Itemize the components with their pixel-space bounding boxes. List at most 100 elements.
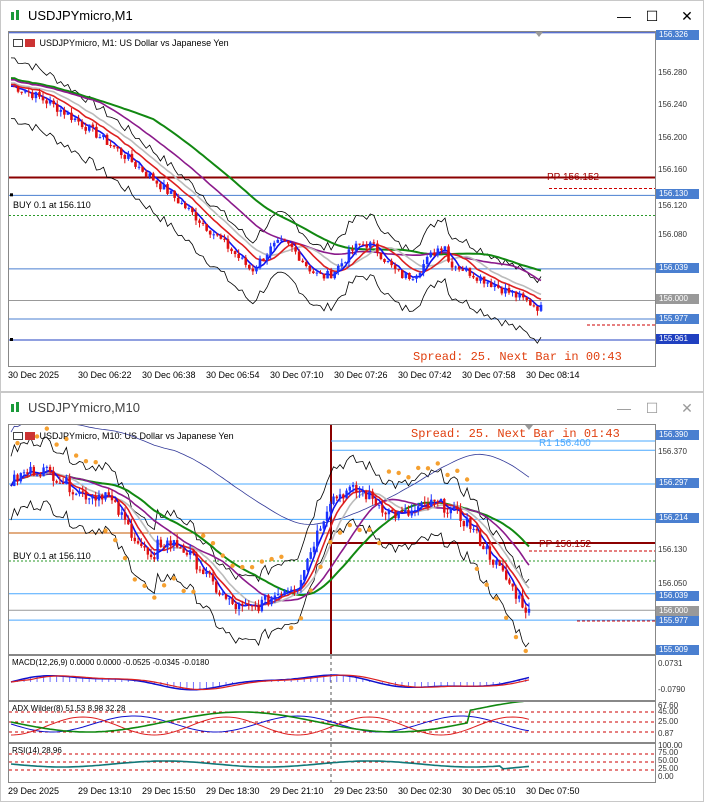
candle-body <box>272 242 276 247</box>
candle-body <box>521 293 525 298</box>
candle-body <box>192 550 195 554</box>
m1-titlebar[interactable]: USDJPYmicro,M1 — ☐ ✕ <box>1 1 703 31</box>
candle-body <box>208 230 212 235</box>
candle-body <box>422 264 425 274</box>
candle-body <box>205 571 208 575</box>
candle-body <box>306 558 309 571</box>
m1-price-tag: 155.977 <box>656 314 699 325</box>
candle-body <box>449 508 453 514</box>
candle-body <box>304 262 308 267</box>
candle-body <box>179 547 182 549</box>
psar-dot <box>523 648 528 654</box>
candle-body <box>32 466 36 476</box>
ma-slow-dashed <box>10 425 530 525</box>
candle-body <box>13 86 16 88</box>
candle-body <box>248 264 251 269</box>
candle-body <box>439 498 443 502</box>
m1-header-text: USDJPYmicro, M1: US Dollar vs Japanese Y… <box>39 38 229 48</box>
psar-dot <box>337 530 343 535</box>
m10-buy-line-label: BUY 0.1 at 156.110 <box>13 551 91 561</box>
psar-dot <box>259 559 265 564</box>
minimize-button[interactable]: — <box>617 400 631 416</box>
adx-canvas <box>9 702 655 742</box>
chart-window-icon <box>11 402 19 412</box>
candle-body <box>486 282 489 284</box>
m10-time-scale[interactable]: 29 Dec 2025 29 Dec 13:10 29 Dec 15:50 29 De… <box>8 783 656 801</box>
m10-time-label: 29 Dec 18:30 <box>206 786 260 796</box>
rsi-scale-label: 25.00 <box>658 764 679 773</box>
minimize-button[interactable]: — <box>617 8 631 24</box>
candle-body <box>283 590 286 596</box>
m1-time-label: 30 Dec 06:54 <box>206 370 260 380</box>
candle-body <box>347 249 351 263</box>
ma-green <box>10 472 530 597</box>
candle-body <box>269 246 272 255</box>
candle-body <box>258 258 262 268</box>
psar-dot <box>474 566 480 571</box>
maximize-button[interactable]: ☐ <box>645 400 659 416</box>
candle-body <box>276 594 280 596</box>
adx-subwindow[interactable]: ADX Wilder(8) 51.53 8.98 32.28 <box>8 701 656 743</box>
candle-body <box>81 491 84 493</box>
candle-body <box>117 501 120 515</box>
m1-time-scale[interactable]: 30 Dec 2025 30 Dec 06:22 30 Dec 06:38 30 De… <box>8 367 656 385</box>
adx-scale[interactable]: 67.60 45.00 25.00 0.87 <box>656 701 701 743</box>
maximize-button[interactable]: ☐ <box>645 8 659 24</box>
chart-symbol-icon[interactable] <box>25 39 35 47</box>
rsi-scale-label: 75.00 <box>658 748 679 757</box>
chart-menu-icon[interactable] <box>13 39 23 47</box>
candle-body <box>329 270 333 279</box>
chart-menu-icon[interactable] <box>13 432 23 440</box>
m10-titlebar[interactable]: USDJPYmicro,M10 — ☐ ✕ <box>1 393 703 423</box>
candle-body <box>84 127 87 131</box>
macd-scale[interactable]: 0.0731 -0.0790 <box>656 655 701 701</box>
m1-spread-info: Spread: 25. Next Bar in 00:43 <box>413 350 622 364</box>
candle-body <box>529 299 532 306</box>
candle-body <box>148 173 152 177</box>
candle-body <box>98 137 102 139</box>
candle-body <box>188 550 192 555</box>
m10-price-label: 156.130 <box>658 545 687 554</box>
candle-body <box>500 287 504 294</box>
psar-dot <box>455 468 460 474</box>
candle-body <box>134 161 137 167</box>
rsi-scale[interactable]: 100.00 75.00 50.00 25.00 0.00 <box>656 741 701 783</box>
psar-dot <box>113 537 118 543</box>
m1-pivot-label: PP 156.152 <box>547 172 600 183</box>
candle-body <box>379 252 383 260</box>
psar-dot <box>152 595 157 600</box>
psar-dot <box>103 528 108 533</box>
ma-blue <box>10 85 542 308</box>
m10-chart-window[interactable]: USDJPYmicro,M10 — ☐ ✕ USDJPYmicro, M10: … <box>0 392 704 802</box>
candle-body <box>413 510 417 512</box>
candle-body <box>74 493 78 495</box>
candle-body <box>436 248 440 256</box>
m10-time-label: 30 Dec 05:10 <box>462 786 516 796</box>
candle-body <box>16 86 20 92</box>
candle-body <box>443 498 446 513</box>
m10-price-scale[interactable]: 156.390 156.370 156.297 156.214 156.130 156.0… <box>656 424 701 655</box>
candle-body <box>319 528 322 531</box>
m1-time-label: 30 Dec 06:38 <box>142 370 196 380</box>
psar-dot <box>513 634 519 640</box>
m10-window-title: USDJPYmicro,M10 <box>28 400 140 415</box>
m1-price-chart[interactable]: USDJPYmicro, M1: US Dollar vs Japanese Y… <box>8 31 656 367</box>
m1-price-label: 156.240 <box>658 100 687 110</box>
candle-body <box>485 546 488 550</box>
candle-body <box>180 202 184 204</box>
m1-chart-window[interactable]: USDJPYmicro,M1 — ☐ ✕ USDJPYmicro, M1: US… <box>0 0 704 392</box>
close-button[interactable]: ✕ <box>681 8 693 24</box>
candle-body <box>390 509 394 512</box>
m1-chart-canvas <box>9 32 655 344</box>
rsi-subwindow[interactable]: RSI(14) 28.96 <box>8 743 656 783</box>
candle-body <box>351 249 354 251</box>
chart-symbol-icon[interactable] <box>25 432 35 440</box>
psar-dot <box>376 540 382 546</box>
m10-price-chart[interactable]: USDJPYmicro, M10: US Dollar vs Japanese … <box>8 424 656 655</box>
close-button[interactable]: ✕ <box>681 400 693 416</box>
candle-body <box>137 166 141 168</box>
macd-subwindow[interactable]: MACD(12,26,9) 0.0000 0.0000 -0.0525 -0.0… <box>8 655 656 701</box>
m1-price-scale[interactable]: 156.326 156.280 156.240 156.200 156.160 156.1… <box>656 30 701 367</box>
macd-scale-label: 0.0731 <box>658 659 683 668</box>
m10-price-tag: 155.977 <box>656 616 699 627</box>
